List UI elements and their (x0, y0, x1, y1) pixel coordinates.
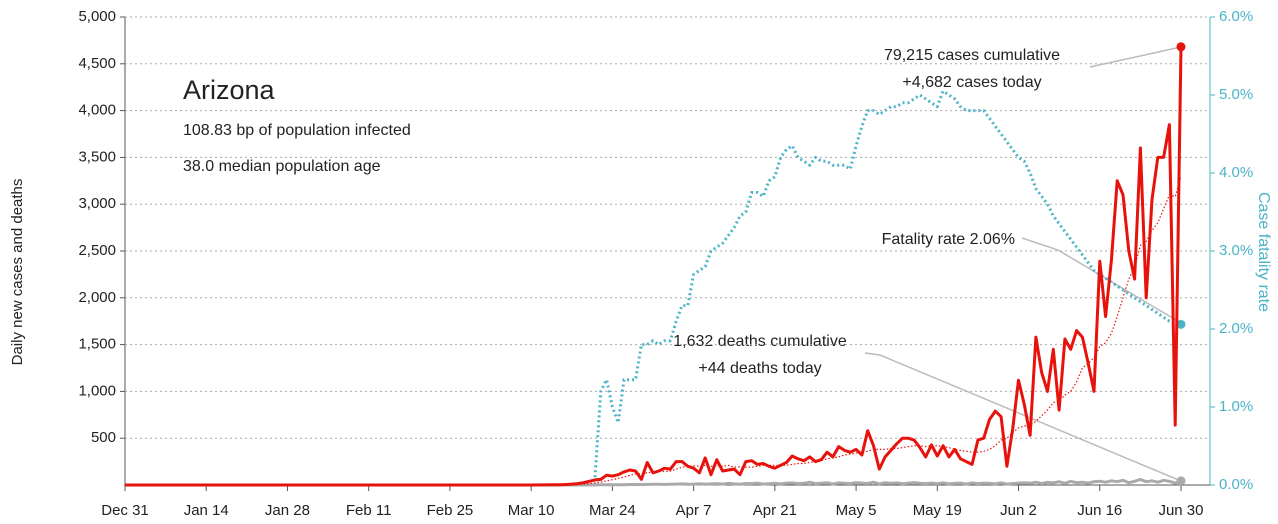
x-tick-label: Mar 24 (589, 502, 636, 519)
series-line (125, 175, 1182, 486)
annotation: Fatality rate 2.06% (882, 231, 1015, 248)
y-tick-label: 1,500 (78, 336, 116, 353)
y-tick-label: 500 (91, 429, 116, 446)
y2-tick-label: 0.0% (1219, 476, 1253, 493)
y2-tick-label: 3.0% (1219, 242, 1253, 259)
y2-tick-label: 2.0% (1219, 320, 1253, 337)
y2-axis-label: Case fatality rate (1255, 192, 1272, 312)
annotation: 1,632 deaths cumulative (673, 333, 847, 350)
x-tick-label: Dec 31 (101, 502, 149, 519)
x-tick-label: Apr 7 (676, 502, 712, 519)
plot (120, 16, 1215, 491)
y-tick-label: 2,500 (78, 242, 116, 259)
y-tick-label: 4,000 (78, 102, 116, 119)
subtitle: 108.83 bp of population infected (183, 122, 411, 139)
x-tick-label: Jan 14 (184, 502, 229, 519)
x-tick-label: Mar 10 (508, 502, 555, 519)
x-tick-label: Jun 16 (1077, 502, 1122, 519)
leader-line (1021, 237, 1182, 324)
y2-tick-label: 1.0% (1219, 398, 1253, 415)
x-tick-label: Apr 21 (753, 502, 797, 519)
y-tick-label: 2,000 (78, 289, 116, 306)
annotation: +44 deaths today (698, 360, 821, 377)
y2-tick-label: 4.0% (1219, 164, 1253, 181)
series-line (125, 46, 1183, 487)
x-tick-label: Jan 28 (265, 502, 310, 519)
series-line (125, 477, 1182, 487)
x-tick-label: Jun 2 (1000, 502, 1037, 519)
x-tick-label: Feb 11 (346, 502, 392, 519)
y-tick-label: 3,500 (78, 148, 116, 165)
y2-tick-label: 5.0% (1219, 86, 1253, 103)
annotation: +4,682 cases today (902, 74, 1041, 91)
annotation-leaders (864, 46, 1182, 482)
endpoint-dot (1176, 476, 1186, 486)
annotation: 79,215 cases cumulative (884, 47, 1060, 64)
y-axis-label: Daily new cases and deaths (9, 179, 26, 366)
endpoint-dot (1176, 319, 1186, 329)
y-tick-label: 3,000 (78, 195, 116, 212)
x-tick-label: May 19 (913, 502, 962, 519)
y-tick-label: 5,000 (78, 8, 116, 25)
leader-line (864, 352, 1182, 482)
y-tick-label: 4,500 (78, 55, 116, 72)
endpoint-dot (1176, 42, 1186, 52)
x-tick-label: May 5 (836, 502, 877, 519)
subtitle: 38.0 median population age (183, 158, 381, 175)
x-tick-label: Feb 25 (427, 502, 474, 519)
x-tick-label: Jun 30 (1158, 502, 1203, 519)
chart-title: Arizona (183, 75, 276, 105)
series-line (593, 89, 1182, 478)
y2-tick-label: 6.0% (1219, 8, 1253, 25)
y-tick-label: 1,000 (78, 382, 116, 399)
